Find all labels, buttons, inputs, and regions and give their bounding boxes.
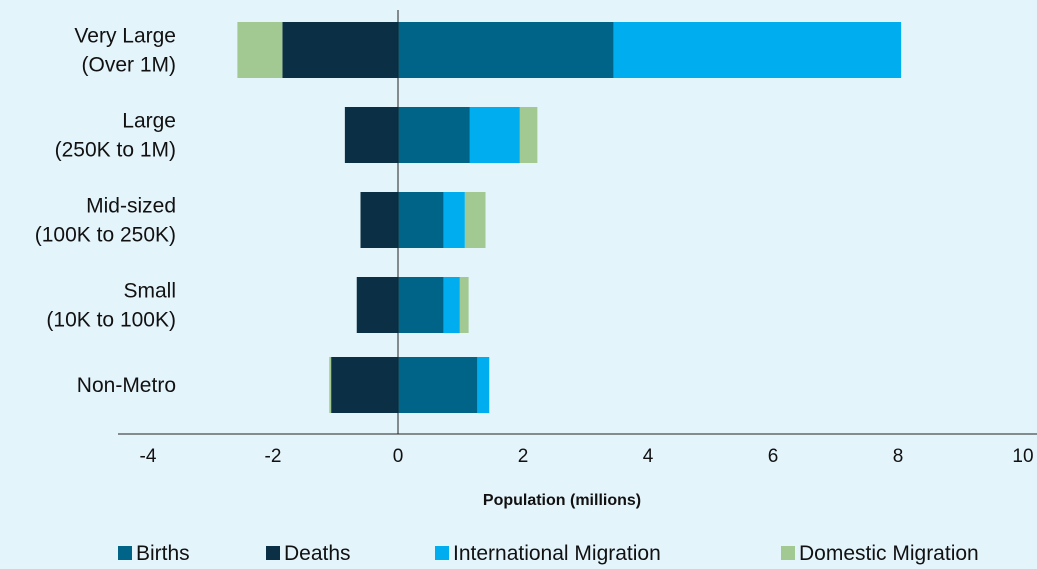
x-tick-label: 0: [393, 446, 404, 467]
legend-swatch-deaths: [266, 546, 280, 560]
x-tick-label: 8: [893, 446, 904, 467]
legend-swatch-births: [118, 546, 132, 560]
x-tick-label: 4: [643, 446, 654, 467]
legend-label-international-migration: International Migration: [453, 542, 661, 565]
bars-group: [237, 22, 902, 413]
x-tick-label: 6: [768, 446, 779, 467]
category-label: (250K to 1M): [55, 139, 176, 162]
x-tick-label: 10: [1012, 446, 1033, 467]
x-tick-label: -2: [265, 446, 282, 467]
category-label: Large: [122, 110, 176, 133]
bar-domestic-migration-4: [329, 357, 332, 413]
bar-deaths-0: [282, 22, 398, 78]
bar-deaths-4: [331, 357, 398, 413]
bar-domestic-migration-2: [464, 192, 486, 248]
legend-swatch-domestic-migration: [781, 546, 795, 560]
legend-label-domestic-migration: Domestic Migration: [799, 542, 979, 565]
x-tick-labels: -4 -2 0 2 4 6 8 10: [140, 446, 1034, 467]
legend-label-deaths: Deaths: [284, 542, 351, 565]
bar-domestic-migration-1: [519, 107, 538, 163]
bar-international-migration-0: [613, 22, 902, 78]
category-label: (Over 1M): [82, 54, 177, 77]
x-tick-label: -4: [140, 446, 157, 467]
bar-international-migration-1: [469, 107, 520, 163]
category-label: Non-Metro: [77, 374, 176, 397]
bar-domestic-migration-0: [237, 22, 283, 78]
x-tick-label: 2: [518, 446, 529, 467]
bar-deaths-1: [344, 107, 398, 163]
legend-swatch-international-migration: [435, 546, 449, 560]
bar-international-migration-3: [443, 277, 460, 333]
bar-deaths-3: [356, 277, 398, 333]
bar-births-1: [398, 107, 470, 163]
bar-births-4: [398, 357, 478, 413]
bar-international-migration-4: [477, 357, 490, 413]
bar-births-0: [398, 22, 614, 78]
category-label: Very Large: [74, 25, 176, 48]
category-label: (10K to 100K): [46, 309, 176, 332]
category-label: Small: [123, 280, 176, 303]
bar-births-2: [398, 192, 444, 248]
legend: Births Deaths International Migration Domes…: [118, 542, 979, 565]
category-label: (100K to 250K): [35, 224, 176, 247]
category-labels: Very Large (Over 1M) Large (250K to 1M) Mid-…: [35, 25, 176, 398]
bar-births-3: [398, 277, 444, 333]
bar-international-migration-2: [443, 192, 465, 248]
category-label: Mid-sized: [86, 195, 176, 218]
bar-deaths-2: [360, 192, 398, 248]
legend-label-births: Births: [136, 542, 190, 565]
bar-domestic-migration-3: [459, 277, 469, 333]
x-axis-title: Population (millions): [483, 492, 641, 509]
